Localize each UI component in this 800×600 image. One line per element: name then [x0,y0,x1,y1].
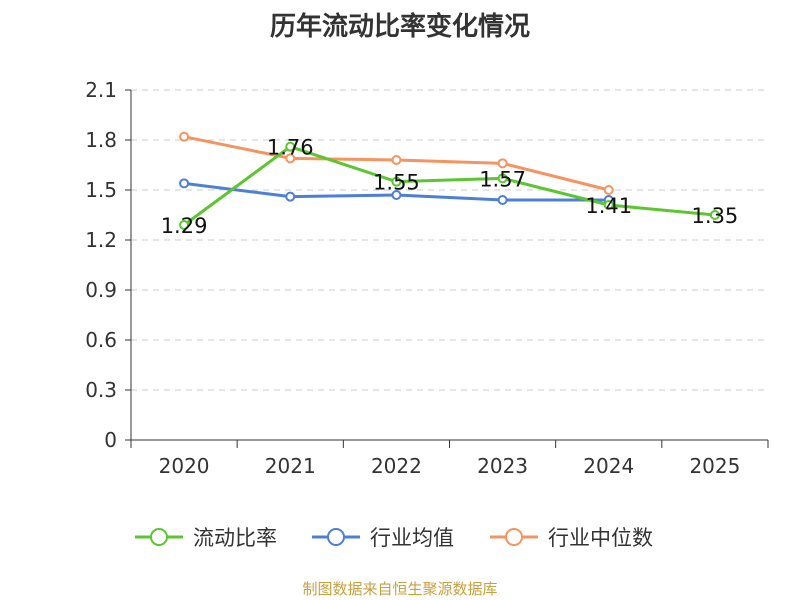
data-point[interactable] [179,220,190,230]
legend-marker-icon [327,528,345,546]
legend-label: 行业中位数 [548,526,653,550]
legend[interactable]: 流动比率 行业均值 行业中位数 [135,526,653,550]
y-tick-label: 1.2 [85,228,117,252]
data-point[interactable] [497,173,508,184]
data-point[interactable] [285,191,296,202]
x-tick-label: 2023 [477,454,528,478]
y-tick-label: 0.6 [85,328,117,352]
x-tick-label: 2021 [265,454,316,478]
chart-title: 历年流动比率变化情况 [269,12,530,42]
data-point[interactable] [709,210,720,220]
y-tick-label: 0.3 [85,378,117,402]
x-tick-label: 2022 [371,454,422,478]
x-tick-label: 2024 [583,454,634,478]
y-tick-label: 0 [104,428,117,452]
grid [131,89,768,391]
y-tick-label: 1.5 [85,178,117,202]
x-tick-label: 2025 [689,454,740,478]
data-point[interactable] [603,200,614,210]
legend-item-2[interactable]: 行业中位数 [490,526,653,550]
source-note: 制图数据来自恒生聚源数据库 [302,580,498,598]
legend-label: 流动比率 [193,526,277,550]
y-tick-label: 1.8 [85,128,117,152]
data-label: 1.76 [267,136,314,160]
data-label: 1.55 [373,171,420,195]
data-label: 1.29 [161,214,208,238]
legend-marker-icon [150,528,168,546]
data-label: 1.57 [479,167,526,191]
data-point[interactable] [391,176,402,187]
axes: 0 0.3 0.6 0.9 1.2 1.5 1.8 2.1 2020 2021 2022 2023 20… [85,78,769,478]
data-labels: 1.29 1.76 1.55 1.57 1.41 1.35 [161,136,739,238]
data-point[interactable] [391,190,402,200]
data-point[interactable] [497,158,508,169]
y-tick-label: 2.1 [85,78,117,102]
data-point[interactable] [497,195,508,205]
legend-item-0[interactable]: 流动比率 [135,526,277,550]
series-layer [179,131,720,230]
data-point[interactable] [179,178,190,189]
y-tick-label: 0.9 [85,278,117,302]
data-point[interactable] [285,153,296,164]
legend-item-1[interactable]: 行业均值 [312,526,454,550]
data-label: 1.41 [585,194,632,218]
data-point[interactable] [391,155,402,165]
data-point[interactable] [285,141,296,152]
legend-label: 行业均值 [370,526,454,550]
data-point[interactable] [603,185,614,195]
data-point[interactable] [179,131,190,142]
data-label: 1.35 [692,204,739,228]
x-tick-label: 2020 [159,454,210,478]
legend-marker-icon [505,528,523,546]
series-line-0 [183,145,716,227]
